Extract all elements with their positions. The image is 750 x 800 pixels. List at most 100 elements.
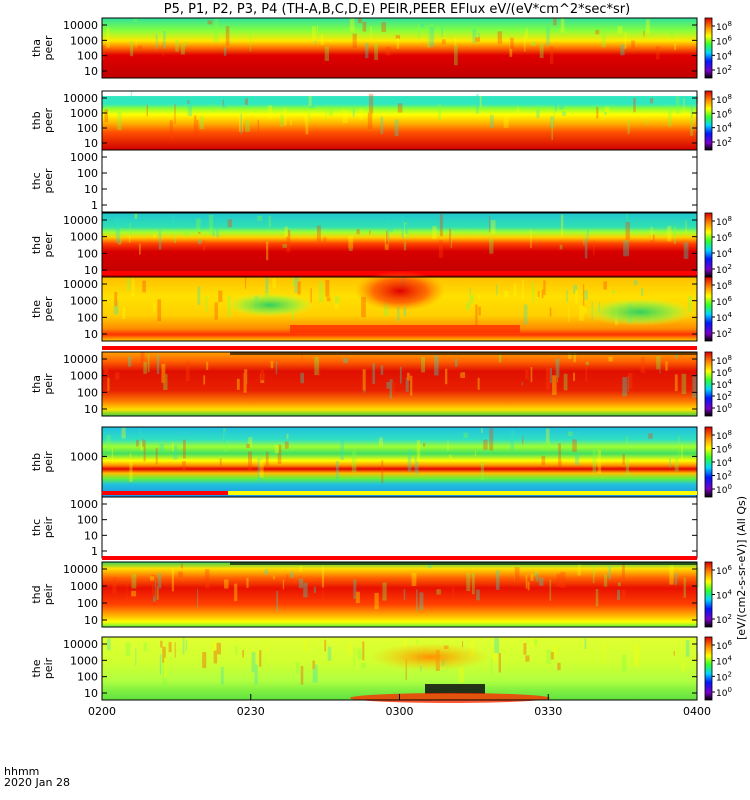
y-tick-label: 10000 <box>63 214 98 227</box>
y-tick-label: 100 <box>77 671 98 684</box>
colorbar <box>704 17 713 79</box>
colorbar-tick-label: 108 <box>716 93 732 106</box>
colorbar-tick-label: 104 <box>716 122 732 135</box>
spectrogram-tha_peer <box>102 18 697 78</box>
colorbar <box>704 276 713 342</box>
y-axis-label: thcpeer <box>30 168 55 194</box>
y-tick-label: 1000 <box>70 654 98 667</box>
colorbar-tick-label: 108 <box>716 20 732 33</box>
x-axis: 0200 0230 0300 0330 0400 <box>88 694 711 718</box>
y-tick-label: 1000 <box>70 107 98 120</box>
spectrogram-texture <box>112 562 700 612</box>
colorbar-tick-label: 102 <box>716 136 732 149</box>
y-tick-label: 1000 <box>70 151 98 164</box>
quality-flag-bar <box>102 346 697 350</box>
figure-title: P5, P1, P2, P3, P4 (TH-A,B,C,D,E) PEIR,P… <box>164 2 630 17</box>
y-tick-label: 1000 <box>70 450 98 463</box>
panel-frame <box>101 496 698 559</box>
spectrogram-thd_peir <box>102 562 697 627</box>
x-tick-label: 0200 <box>88 705 116 718</box>
colorbar-tick-label: 100 <box>716 483 732 496</box>
colorbar-tick-label: 100 <box>716 402 732 415</box>
colorbar-tick-label: 106 <box>716 366 732 379</box>
colorbar-tick-label: 104 <box>716 247 732 260</box>
colorbar-tick-label: 102 <box>716 613 732 626</box>
y-tick-label: 100 <box>77 247 98 260</box>
y-tick-label: 100 <box>77 514 98 527</box>
colorbar-tick-label: 108 <box>716 215 732 228</box>
y-axis-label: thapeir <box>30 373 55 395</box>
y-tick-label: 1000 <box>70 580 98 593</box>
spectrogram-thd_peer <box>102 213 697 277</box>
y-tick-label: 10 <box>84 328 98 341</box>
colorbar-tick-label: 104 <box>716 49 732 62</box>
x-tick-label: 0330 <box>534 705 562 718</box>
colorbar-tick-label: 106 <box>716 35 732 48</box>
y-tick-label: 1000 <box>70 231 98 244</box>
colorbar <box>704 212 713 278</box>
spectrogram-thb_peer <box>102 91 697 150</box>
quality-flag-bar <box>102 556 697 560</box>
colorbar-tick-label: 108 <box>716 279 732 292</box>
spectrogram-texture <box>104 352 697 399</box>
colorbar <box>704 351 713 417</box>
y-tick-label: 10 <box>84 687 98 700</box>
x-tick-label: 0230 <box>237 705 265 718</box>
y-tick-label: 1000 <box>70 295 98 308</box>
colorbar-tick-label: 100 <box>716 686 732 699</box>
colorbar <box>704 90 713 151</box>
y-axis-label: thepeir <box>30 657 55 679</box>
colorbar-tick-label: 104 <box>716 311 732 324</box>
panel-frame <box>101 351 698 417</box>
colorbar-tick-label: 106 <box>716 295 732 308</box>
y-axis-label: thcpeir <box>30 516 55 538</box>
colorbar <box>704 561 713 628</box>
panel-thd_peer: thdpeer 10 100 1000 10000 102 104 106 108 <box>30 212 732 278</box>
y-axis-label: thbpeir <box>30 451 55 473</box>
spectrogram-thb_peir <box>102 427 697 497</box>
colorbar-tick-label: 104 <box>716 378 732 391</box>
y-tick-label: 1000 <box>70 370 98 383</box>
colorbar-tick-label: 102 <box>716 64 732 77</box>
y-tick-label: 10 <box>84 614 98 627</box>
spectrogram-texture <box>102 91 699 141</box>
panel-the_peer: thepeer 10 100 1000 10000 102 104 106 108 <box>30 271 732 342</box>
y-tick-label: 10 <box>84 529 98 542</box>
y-tick-label: 100 <box>77 597 98 610</box>
spectrogram-texture <box>106 427 683 483</box>
panel-the_peir: thepeir 10 100 1000 10000 100 102 104 106 <box>30 636 732 703</box>
panels-group: thapeer10100100010000102104106108thbpeer… <box>30 17 732 718</box>
colorbar-tick-label: 106 <box>716 443 732 456</box>
y-tick-label: 100 <box>77 311 98 324</box>
panel-frame <box>101 17 698 79</box>
y-tick-label: 10 <box>84 403 98 416</box>
y-tick-label: 10000 <box>63 353 98 366</box>
time-axis-label: hhmm <box>4 765 40 778</box>
y-axis-label: thepeer <box>30 296 55 322</box>
y-tick-label: 10000 <box>63 92 98 105</box>
y-axis-label: thbpeer <box>30 108 55 134</box>
x-tick-label: 0300 <box>386 705 414 718</box>
colorbar-tick-label: 106 <box>716 231 732 244</box>
y-tick-label: 100 <box>77 386 98 399</box>
y-tick-label: 1 <box>91 545 98 558</box>
y-tick-label: 1000 <box>70 34 98 47</box>
quality-flag-bar <box>102 491 697 495</box>
colorbar-tick-label: 102 <box>716 470 732 483</box>
spectrogram-texture <box>115 213 689 261</box>
y-tick-label: 1000 <box>70 498 98 511</box>
colorbar-tick-label: 106 <box>716 639 732 652</box>
y-tick-label: 10000 <box>63 19 98 32</box>
panel-thc_peir: thcpeir 1 10 100 1000 <box>30 491 698 559</box>
panel-frame <box>101 276 698 342</box>
panel-frame <box>101 149 698 213</box>
colorbar <box>704 426 713 498</box>
colorbar-tick-label: 108 <box>716 354 732 367</box>
y-tick-label: 10000 <box>63 563 98 576</box>
panel-thd_peir: thdpeir 10 100 1000 10000 102 104 106 <box>30 556 732 628</box>
